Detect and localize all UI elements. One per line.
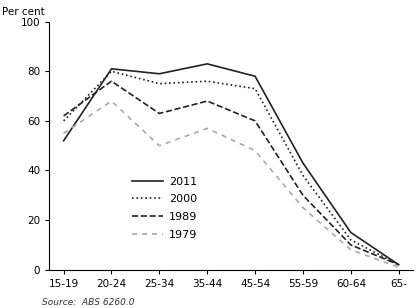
2000 — [300, 174, 305, 177]
2011 — [252, 75, 257, 78]
2011 — [396, 263, 401, 267]
2000 — [61, 119, 66, 123]
1979 — [205, 127, 210, 130]
Line: 2000: 2000 — [63, 71, 399, 265]
2011 — [348, 231, 353, 234]
2011 — [157, 72, 162, 76]
1979 — [300, 206, 305, 209]
2011 — [205, 62, 210, 66]
2000 — [109, 69, 114, 73]
1989 — [396, 263, 401, 267]
1989 — [109, 79, 114, 83]
1989 — [252, 119, 257, 123]
2011 — [61, 139, 66, 143]
1989 — [300, 193, 305, 197]
Legend: 2011, 2000, 1989, 1979: 2011, 2000, 1989, 1979 — [128, 172, 202, 244]
1989 — [61, 114, 66, 118]
2000 — [157, 82, 162, 86]
1979 — [157, 144, 162, 148]
1979 — [109, 99, 114, 103]
Text: Source:  ABS 6260.0: Source: ABS 6260.0 — [42, 298, 134, 307]
1989 — [205, 99, 210, 103]
2000 — [396, 263, 401, 267]
2011 — [109, 67, 114, 71]
Line: 2011: 2011 — [63, 64, 399, 265]
1979 — [252, 149, 257, 152]
1979 — [396, 265, 401, 269]
2011 — [300, 161, 305, 165]
2000 — [205, 79, 210, 83]
1979 — [61, 132, 66, 135]
2000 — [348, 238, 353, 242]
1989 — [348, 243, 353, 247]
1989 — [157, 111, 162, 115]
2000 — [252, 87, 257, 91]
Line: 1989: 1989 — [63, 81, 399, 265]
1979 — [348, 248, 353, 252]
Line: 1979: 1979 — [63, 101, 399, 267]
Text: Per cent: Per cent — [2, 7, 45, 17]
